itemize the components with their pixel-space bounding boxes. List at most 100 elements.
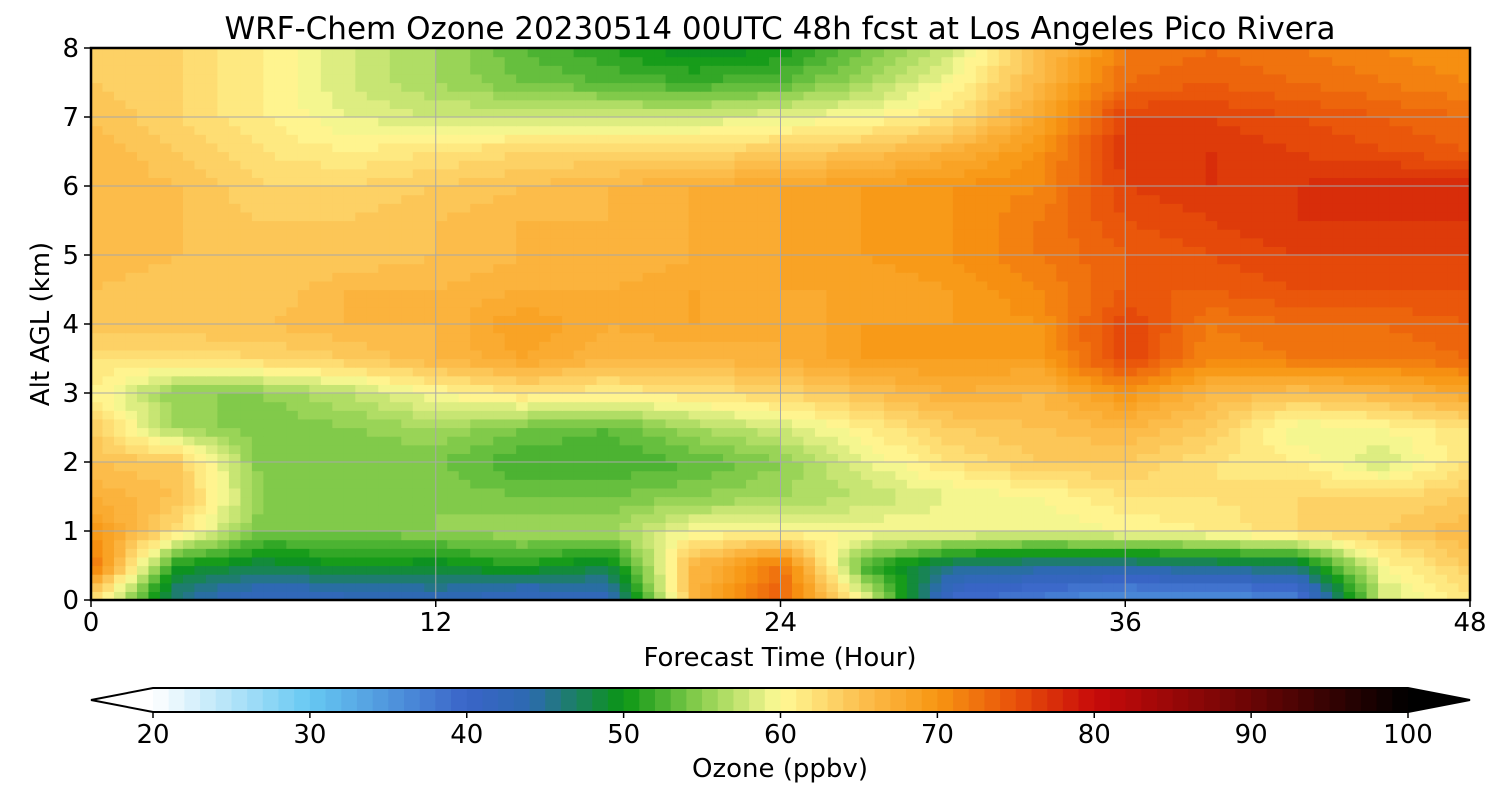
ozone-cell xyxy=(791,548,805,558)
ozone-cell xyxy=(1412,565,1425,575)
ozone-cell xyxy=(1079,453,1092,463)
ozone-cell xyxy=(837,548,851,558)
ozone-cell xyxy=(665,237,678,247)
ozone-cell xyxy=(1447,375,1460,385)
ozone-cell xyxy=(1102,298,1115,308)
ozone-cell xyxy=(493,255,506,265)
ozone-cell xyxy=(941,418,954,429)
ozone-cell xyxy=(286,349,299,360)
ozone-cell xyxy=(803,324,816,334)
ozone-cell xyxy=(746,306,759,316)
ozone-cell xyxy=(412,496,425,506)
ozone-cell xyxy=(814,565,828,575)
ozone-cell xyxy=(148,470,161,480)
ozone-cell xyxy=(136,375,150,385)
ozone-cell xyxy=(1044,263,1057,273)
ozone-cell xyxy=(378,298,391,308)
ozone-cell xyxy=(987,565,1000,575)
ozone-cell xyxy=(1079,591,1092,600)
ozone-cell xyxy=(435,306,448,316)
ozone-cell xyxy=(458,289,471,299)
ozone-cell xyxy=(837,462,851,472)
ozone-cell xyxy=(596,237,609,247)
ozone-cell xyxy=(171,393,184,403)
ozone-cell xyxy=(918,444,931,454)
ozone-cell xyxy=(1297,246,1310,256)
ozone-cell xyxy=(619,375,632,385)
ozone-cell xyxy=(1010,574,1023,584)
ozone-cell xyxy=(814,479,828,489)
ozone-cell xyxy=(424,315,437,325)
ozone-cell xyxy=(987,246,1000,256)
ozone-cell xyxy=(125,565,138,575)
ozone-cell xyxy=(171,375,184,385)
ozone-cell xyxy=(619,496,632,506)
ozone-cell xyxy=(309,324,322,334)
ozone-cell xyxy=(1044,505,1057,515)
ozone-cell xyxy=(677,462,690,472)
ozone-cell xyxy=(1217,332,1230,342)
ozone-cell xyxy=(1458,531,1470,541)
ozone-cell xyxy=(240,479,253,489)
ozone-cell xyxy=(1424,556,1437,567)
ozone-cell xyxy=(1343,263,1356,273)
ozone-cell xyxy=(504,505,517,515)
ozone-cell xyxy=(1205,341,1218,351)
ozone-cell xyxy=(1263,246,1276,256)
ozone-cell xyxy=(1424,487,1437,498)
ozone-cell xyxy=(642,539,655,549)
ozone-cell xyxy=(734,479,747,489)
ozone-cell xyxy=(918,332,931,342)
ozone-cell xyxy=(251,531,264,541)
ozone-cell xyxy=(791,280,805,291)
ozone-cell xyxy=(148,418,161,429)
ozone-cell xyxy=(389,237,402,247)
ozone-cell xyxy=(665,341,678,351)
ozone-cell xyxy=(987,556,1000,567)
ozone-cell xyxy=(1447,591,1460,600)
ozone-cell xyxy=(700,401,713,411)
ozone-cell xyxy=(769,427,782,437)
ozone-cell xyxy=(906,496,919,506)
ozone-cell xyxy=(320,341,333,351)
ozone-cell xyxy=(1033,341,1046,351)
ozone-cell xyxy=(1136,539,1149,549)
ozone-cell xyxy=(1148,427,1161,437)
ozone-cell xyxy=(1401,280,1414,291)
ozone-cell xyxy=(1424,444,1437,454)
ozone-cell xyxy=(1412,246,1425,256)
ozone-cell xyxy=(791,436,805,446)
ozone-cell xyxy=(251,427,264,437)
ozone-cell xyxy=(1021,410,1034,420)
ozone-cell xyxy=(1205,505,1218,515)
ozone-cell xyxy=(677,582,690,592)
ozone-cell xyxy=(872,574,885,584)
ozone-cell xyxy=(251,358,264,368)
ozone-cell xyxy=(895,401,908,411)
ozone-cell xyxy=(343,306,356,316)
ozone-cell xyxy=(941,384,954,394)
ozone-cell xyxy=(826,298,839,308)
ozone-cell xyxy=(929,280,942,291)
ozone-cell xyxy=(1194,255,1207,265)
ozone-cell xyxy=(1067,453,1080,463)
ozone-cell xyxy=(1148,453,1161,463)
ozone-cell xyxy=(975,513,988,523)
ozone-cell xyxy=(757,487,770,498)
ozone-cell xyxy=(987,306,1000,316)
ozone-cell xyxy=(1125,367,1138,377)
ozone-cell xyxy=(320,531,333,541)
ozone-cell xyxy=(1378,255,1391,265)
ozone-cell xyxy=(297,513,310,523)
ozone-cell xyxy=(205,539,219,549)
ozone-cell xyxy=(711,505,724,515)
ozone-cell xyxy=(205,436,219,446)
ozone-cell xyxy=(182,375,196,385)
ozone-cell xyxy=(677,341,690,351)
ozone-cell xyxy=(791,332,805,342)
ozone-cell xyxy=(665,384,678,394)
ozone-cell xyxy=(837,556,851,567)
ozone-cell xyxy=(447,591,460,600)
ozone-cell xyxy=(102,246,115,256)
ozone-cell xyxy=(1424,410,1437,420)
